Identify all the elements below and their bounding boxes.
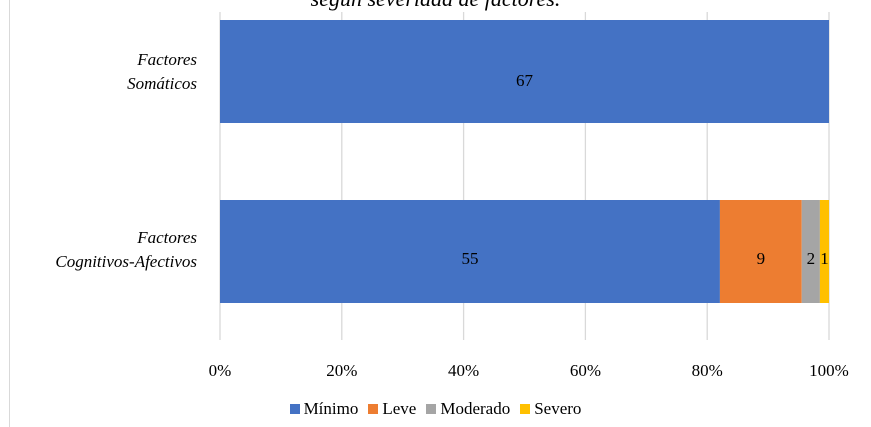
data-label: 9 — [757, 249, 766, 268]
legend-swatch — [520, 404, 531, 414]
legend-swatch — [426, 404, 437, 414]
chart-legend: Mínimo Leve Moderado Severo — [0, 399, 871, 419]
legend-label: Mínimo — [303, 399, 359, 418]
data-label: 67 — [516, 71, 534, 90]
legend-swatch — [289, 404, 300, 414]
category-label: Factores — [136, 228, 197, 247]
x-tick-label: 40% — [448, 361, 479, 380]
category-label: Somáticos — [127, 74, 197, 93]
legend-swatch — [368, 404, 379, 414]
x-tick-label: 60% — [570, 361, 601, 380]
category-label: Cognitivos-Afectivos — [55, 252, 197, 271]
bar-segment — [220, 200, 720, 303]
x-tick-label: 100% — [809, 361, 849, 380]
legend-item: Moderado — [426, 399, 510, 419]
bar-segment — [819, 200, 829, 303]
x-tick-label: 0% — [209, 361, 232, 380]
chart-frame-edge — [9, 0, 10, 427]
chart-title: según severidad de factores. — [0, 0, 871, 12]
data-label: 2 — [807, 249, 816, 268]
data-label: 55 — [461, 249, 478, 268]
legend-item: Severo — [520, 399, 581, 419]
x-tick-label: 80% — [692, 361, 723, 380]
legend-label: Severo — [534, 399, 582, 418]
legend-label: Leve — [382, 399, 417, 418]
legend-item: Mínimo — [289, 399, 359, 419]
legend-item: Leve — [368, 399, 416, 419]
legend-label: Moderado — [440, 399, 511, 418]
bar-segment — [801, 200, 820, 303]
data-label: 1 — [820, 249, 829, 268]
bar-segment — [220, 20, 829, 123]
category-label: Factores — [136, 50, 197, 69]
x-tick-label: 20% — [326, 361, 357, 380]
bar-segment — [719, 200, 802, 303]
